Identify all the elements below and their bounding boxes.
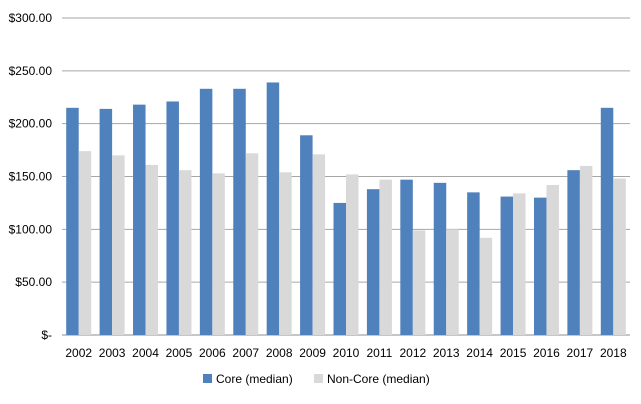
y-tick-label: $250.00 bbox=[9, 64, 53, 78]
bar-core-2017 bbox=[567, 170, 580, 335]
x-tick-label: 2003 bbox=[99, 346, 126, 360]
bar-non-core-2018 bbox=[613, 178, 626, 335]
x-tick-label: 2005 bbox=[166, 346, 193, 360]
bar-non-core-2015 bbox=[513, 193, 526, 335]
bar-core-2012 bbox=[400, 179, 413, 335]
bar-non-core-2016 bbox=[546, 184, 559, 335]
x-tick-label: 2013 bbox=[433, 346, 460, 360]
bar-core-2003 bbox=[99, 108, 113, 335]
bars bbox=[66, 82, 626, 336]
y-tick-label: $300.00 bbox=[9, 11, 53, 25]
bar-core-2016 bbox=[533, 197, 547, 335]
y-tick-label: $- bbox=[41, 328, 52, 342]
x-tick-label: 2007 bbox=[232, 346, 259, 360]
bar-non-core-2010 bbox=[346, 174, 359, 335]
x-tick-label: 2015 bbox=[500, 346, 527, 360]
y-axis-tick-labels: $- $50.00 $100.00 $150.00 $200.00 $250.00 $300… bbox=[9, 11, 53, 342]
bar-core-2002 bbox=[66, 107, 79, 335]
x-tick-label: 2017 bbox=[567, 346, 594, 360]
legend-swatch-core bbox=[203, 374, 212, 383]
bar-non-core-2011 bbox=[379, 179, 392, 335]
bar-non-core-2013 bbox=[446, 229, 459, 335]
legend-label-core: Core (median) bbox=[216, 372, 293, 386]
bar-non-core-2007 bbox=[245, 153, 259, 335]
bar-non-core-2004 bbox=[145, 164, 159, 335]
bar-core-2010 bbox=[333, 202, 346, 335]
legend: Core (median) Non-Core (median) bbox=[203, 372, 430, 386]
legend-label-non-core: Non-Core (median) bbox=[327, 372, 430, 386]
x-tick-label: 2002 bbox=[65, 346, 92, 360]
bar-core-2015 bbox=[500, 196, 514, 335]
bar-non-core-2009 bbox=[312, 154, 326, 335]
y-tick-label: $50.00 bbox=[15, 275, 52, 289]
bar-non-core-2017 bbox=[579, 165, 593, 335]
bar-core-2005 bbox=[166, 101, 179, 335]
bar-non-core-2005 bbox=[178, 170, 192, 335]
bar-non-core-2006 bbox=[212, 173, 225, 335]
x-tick-label: 2016 bbox=[533, 346, 560, 360]
bar-non-core-2012 bbox=[412, 230, 426, 335]
bar-core-2013 bbox=[433, 182, 447, 335]
x-axis-tick-labels: 2002 2003 2004 2005 2006 2007 2008 2009 2010 2011… bbox=[65, 346, 627, 360]
x-tick-label: 2012 bbox=[399, 346, 426, 360]
bar-core-2004 bbox=[133, 104, 146, 335]
bar-non-core-2003 bbox=[112, 155, 125, 335]
x-tick-label: 2008 bbox=[266, 346, 293, 360]
bar-core-2009 bbox=[300, 135, 313, 335]
bar-non-core-2014 bbox=[479, 237, 493, 335]
bar-non-core-2008 bbox=[279, 172, 292, 335]
y-tick-label: $200.00 bbox=[9, 117, 53, 131]
x-tick-label: 2006 bbox=[199, 346, 226, 360]
bar-core-2006 bbox=[199, 88, 213, 336]
bar-core-2008 bbox=[266, 82, 280, 335]
x-tick-label: 2014 bbox=[466, 346, 493, 360]
x-tick-label: 2018 bbox=[600, 346, 627, 360]
bar-non-core-2002 bbox=[78, 151, 92, 335]
x-tick-label: 2010 bbox=[333, 346, 360, 360]
bar-core-2011 bbox=[366, 189, 380, 335]
x-tick-label: 2004 bbox=[132, 346, 159, 360]
bar-core-2007 bbox=[233, 88, 246, 336]
x-tick-label: 2011 bbox=[367, 346, 393, 360]
y-tick-label: $150.00 bbox=[9, 170, 53, 184]
legend-swatch-non-core bbox=[314, 374, 323, 383]
x-tick-label: 2009 bbox=[299, 346, 326, 360]
bar-core-2018 bbox=[600, 107, 614, 335]
y-tick-label: $100.00 bbox=[9, 222, 53, 236]
bar-core-2014 bbox=[467, 192, 480, 335]
